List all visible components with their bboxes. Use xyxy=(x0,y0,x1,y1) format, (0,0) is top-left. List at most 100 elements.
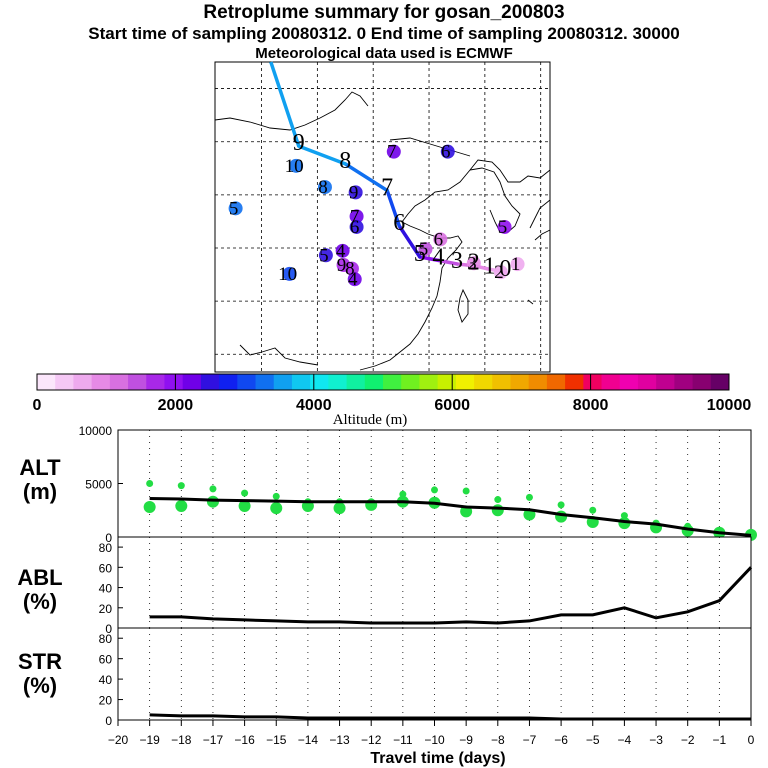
cluster-label: 7 xyxy=(350,206,360,227)
cluster-label: 4 xyxy=(348,269,358,290)
trajectory-day-label: 4 xyxy=(432,244,444,270)
alt-panel-label: ALT (m) xyxy=(10,456,70,504)
colorbar-swatch xyxy=(291,374,311,390)
abl-label-main: ABL xyxy=(17,565,63,590)
colorbar-swatch xyxy=(710,374,730,390)
alt-cluster-dot xyxy=(206,495,219,508)
abl-series-line xyxy=(149,566,753,625)
cluster-marker xyxy=(349,219,364,234)
colorbar-swatch xyxy=(583,374,603,390)
x-tick-label: −6 xyxy=(554,733,568,747)
trajectory-segment xyxy=(397,224,422,259)
x-axis-title: Travel time (days) xyxy=(370,750,505,767)
colorbar-title: Altitude (m) xyxy=(333,412,408,428)
cluster-label: 5 xyxy=(498,217,508,238)
trajectory-day-label: 9 xyxy=(293,130,305,156)
x-tick-label: −19 xyxy=(139,733,160,747)
x-tick-label: −15 xyxy=(266,733,287,747)
x-tick-label: −8 xyxy=(491,733,505,747)
x-tick-label: −20 xyxy=(108,733,129,747)
trajectory-day-label: 1 xyxy=(484,253,496,279)
colorbar-tick-label: 10000 xyxy=(707,397,752,414)
plume-clusters xyxy=(228,144,525,287)
cluster-marker xyxy=(282,266,297,281)
str-y-tick-label: 40 xyxy=(99,673,113,687)
str-series-line xyxy=(149,713,751,721)
str-y-tick-label: 20 xyxy=(99,694,113,708)
x-tick-label: −18 xyxy=(171,733,192,747)
x-tick-label: −1 xyxy=(713,733,727,747)
cluster-marker xyxy=(348,185,363,200)
x-axis: −20 −19 −18 −17 −16 −15 −14 −13 −12 −11 −10 −9 −8 −7−… xyxy=(108,720,755,747)
colorbar-swatch xyxy=(146,374,165,390)
colorbar-swatch xyxy=(474,374,493,390)
x-tick-label: −11 xyxy=(393,733,413,747)
trajectory-day-label: 8 xyxy=(339,148,351,174)
alt-label-unit: (m) xyxy=(22,479,58,504)
alt-series-line xyxy=(149,496,752,537)
cluster-marker xyxy=(433,232,448,247)
colorbar-swatch xyxy=(455,374,475,390)
colorbar-swatch xyxy=(182,374,202,390)
cluster-label: 10 xyxy=(278,264,297,285)
alt-cluster-dot xyxy=(491,504,504,517)
colorbar-tick-label: 8000 xyxy=(573,397,609,414)
colorbar-swatch xyxy=(128,374,147,390)
colorbar-swatch xyxy=(55,374,74,390)
chart-title: Retroplume summary for gosan_200803 xyxy=(203,2,565,23)
colorbar-swatch xyxy=(219,374,238,390)
x-tick-label: −14 xyxy=(298,733,319,747)
colorbar-swatch xyxy=(310,374,329,390)
cluster-label: 6 xyxy=(441,142,451,163)
colorbar-swatch xyxy=(255,374,275,390)
trajectory-day-label: 0 xyxy=(499,256,511,282)
cluster-marker xyxy=(317,180,332,195)
colorbar-swatch xyxy=(109,374,129,390)
alt-cluster-dot xyxy=(557,501,565,509)
alt-cluster-dot xyxy=(333,502,346,515)
x-tick-label: −16 xyxy=(234,733,255,747)
colorbar-tick-label: 4000 xyxy=(296,397,332,414)
alt-cluster-dot xyxy=(494,496,502,504)
colorbar-swatch xyxy=(364,374,384,390)
cluster-label: 8 xyxy=(318,177,328,198)
alt-cluster-dot xyxy=(462,487,470,495)
cluster-label: 5 xyxy=(419,239,429,260)
map-gridlines xyxy=(215,62,550,372)
cluster-label: 10 xyxy=(285,156,304,177)
str-label-unit: (%) xyxy=(22,673,58,698)
cluster-marker xyxy=(344,261,359,276)
colorbar-swatch xyxy=(601,374,621,390)
sampling-time-line: Start time of sampling 20080312. 0 End t… xyxy=(88,24,680,43)
trajectory-day-label: 3 xyxy=(451,248,463,274)
alt-cluster-dot xyxy=(525,493,533,501)
abl-y-tick-label: 40 xyxy=(99,582,113,596)
alt-cluster-dot xyxy=(431,486,438,494)
x-tick-label: −2 xyxy=(681,733,695,747)
cluster-marker xyxy=(510,257,525,272)
cluster-label: 6 xyxy=(434,229,444,250)
cluster-label: 4 xyxy=(336,241,346,262)
alt-cluster-dot xyxy=(241,489,249,497)
colorbar-swatch xyxy=(492,374,511,390)
alt-cluster-dot xyxy=(272,492,280,500)
trajectory-day-label: 2 xyxy=(468,250,480,276)
str-panel: 0 20 40 60 80 xyxy=(99,627,752,728)
alt-cluster-dot xyxy=(177,482,185,490)
colorbar-swatch xyxy=(546,374,566,390)
alt-cluster-dot xyxy=(146,480,154,487)
x-tick-label: −4 xyxy=(618,733,632,747)
trajectory-segment xyxy=(417,255,441,263)
str-panel-frame xyxy=(117,627,752,721)
alt-y-tick-label: 10000 xyxy=(79,424,113,438)
x-tick-label: −10 xyxy=(424,733,445,747)
colorbar-swatch xyxy=(73,374,93,390)
x-tick-label: −12 xyxy=(361,733,382,747)
x-tick-label: −13 xyxy=(329,733,350,747)
x-tick-label: −9 xyxy=(459,733,473,747)
colorbar-swatch xyxy=(237,374,257,390)
colorbar-swatch xyxy=(91,374,111,390)
